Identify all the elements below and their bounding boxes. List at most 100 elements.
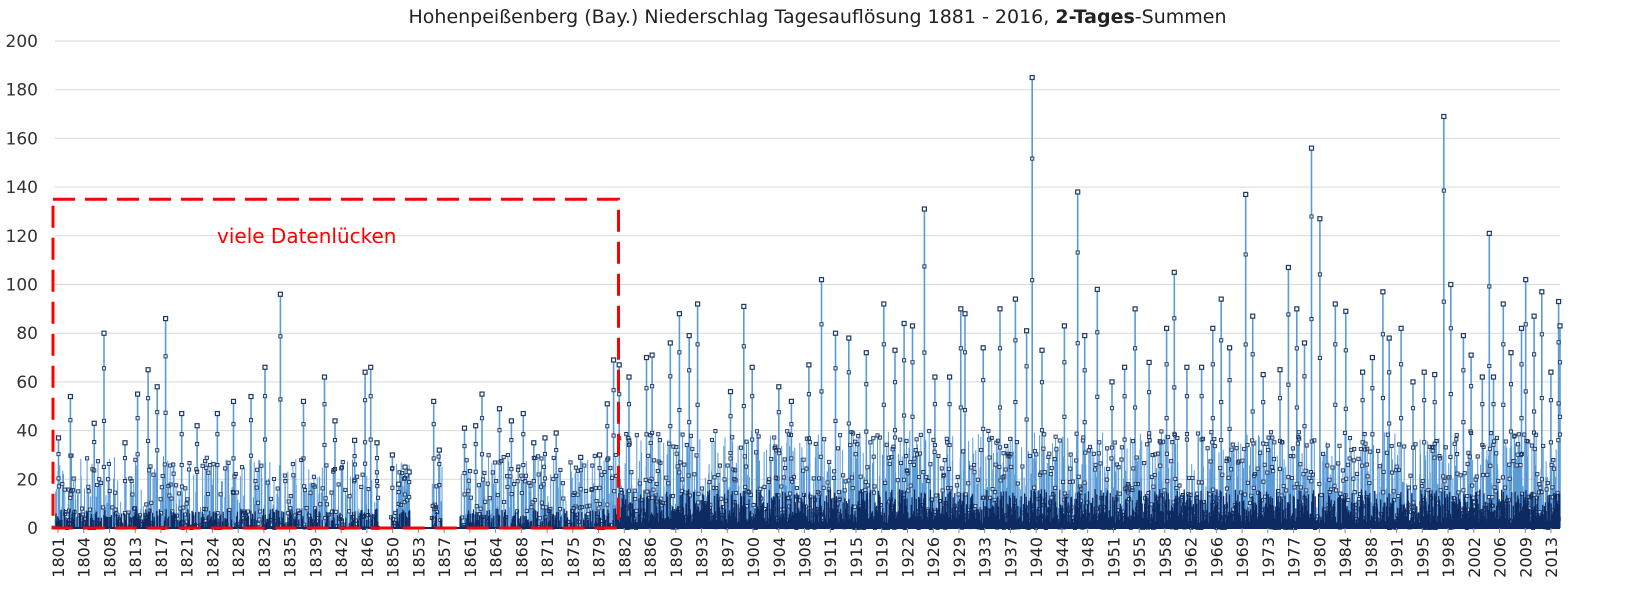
series-precipitation [54,74,1563,531]
peak-marker [461,425,468,431]
peak-marker [776,384,782,390]
x-tick-label: 1940 [1027,537,1046,578]
peak-marker [1243,191,1249,198]
peak-marker [1184,364,1190,370]
peak-marker [741,303,747,310]
peak-marker [1277,367,1283,373]
peak-marker [1082,333,1088,339]
peak-marker [1486,230,1492,236]
x-tick-label: 1929 [950,537,969,578]
x-tick-label: 1879 [590,537,609,578]
peak-marker [214,410,220,417]
x-tick-label: 1813 [126,537,145,578]
x-tick-label: 1868 [512,537,531,578]
peak-marker [1061,323,1068,329]
x-tick-label: 1933 [976,537,995,578]
peak-marker [194,423,200,429]
peak-marker [881,301,887,307]
peak-marker [1023,328,1030,334]
x-tick-label: 1915 [847,537,866,578]
y-tick-label: 100 [6,276,38,296]
peak-marker [643,354,650,361]
x-tick-label: 1828 [229,537,248,578]
chart-title-sep: - [1134,6,1142,28]
series-baseline [55,489,1561,528]
x-tick-label: 1911 [821,537,840,578]
annotation-data-gaps: viele Datenlücken [51,197,620,530]
x-tick-label: 1977 [1285,537,1304,578]
x-tick-label: 1958 [1156,537,1175,578]
peak-marker [806,362,812,368]
peak-marker [389,452,395,458]
x-tick-label: 1944 [1053,537,1072,578]
peak-marker [531,440,537,446]
peak-marker [1210,325,1216,331]
peak-marker [1448,281,1454,288]
peak-marker [596,452,603,458]
peak-marker [1109,379,1115,385]
peak-marker [610,357,617,363]
y-tick-label: 0 [27,519,38,539]
peak-marker [1380,289,1386,295]
peak-marker [1260,371,1266,378]
peak-marker [1075,189,1081,195]
peak-marker [694,301,701,307]
peak-marker [1468,352,1474,358]
peak-marker [1301,340,1308,346]
peak-marker [626,374,632,380]
peak-marker [1294,306,1300,312]
peak-marker [101,330,107,336]
peak-marker [230,398,237,404]
peak-marker [1146,359,1152,366]
x-tick-label: 1998 [1439,537,1458,578]
peak-marker [1163,325,1170,331]
peak-marker [145,367,151,373]
peak-marker [1557,323,1563,329]
x-tick-label: 1842 [332,537,351,578]
peak-marker [1398,325,1404,331]
peak-marker [436,447,442,453]
chart-title: Hohenpeißenberg (Bay.) Niederschlag Tage… [0,6,1635,28]
x-tick-label: 1835 [281,537,300,578]
peak-marker [1308,145,1315,151]
x-tick-label: 1922 [898,537,917,578]
x-tick-label: 1984 [1336,537,1355,578]
peak-marker [1479,374,1485,380]
peak-marker [553,430,559,436]
peak-marker [1523,277,1529,283]
peak-marker [479,391,485,397]
x-tick-label: 1808 [100,537,119,578]
peak-marker [542,435,548,441]
peak-marker [1548,369,1554,375]
x-tick-label: 1962 [1182,537,1201,578]
peak-marker [496,406,503,412]
x-tick-label: 1861 [461,537,480,578]
y-tick-label: 160 [6,129,38,149]
peak-marker [1029,74,1035,81]
y-tick-label: 180 [6,81,38,101]
peak-marker [901,320,907,327]
peak-marker [1490,374,1497,380]
peak-marker [431,398,437,404]
peak-marker [1500,301,1506,307]
peak-marker [262,364,268,370]
chart-title-suffix: Summen [1141,6,1227,28]
peak-marker [946,374,953,380]
x-tick-label: 1988 [1362,537,1381,578]
peak-marker [921,206,928,212]
peak-marker [67,393,74,400]
peak-marker [368,364,374,370]
x-tick-label: 1980 [1310,537,1329,578]
y-tick-label: 20 [16,470,38,490]
x-tick-label: 1904 [770,537,789,578]
x-tick-label: 1995 [1413,537,1432,578]
peak-marker [374,440,380,446]
peak-marker [508,418,514,424]
x-tick-label: 1893 [693,537,712,578]
peak-marker [1250,313,1256,319]
x-tick-label: 1969 [1233,537,1252,578]
peak-marker [846,335,852,341]
peak-marker [676,311,683,317]
peak-marker [1386,335,1392,341]
